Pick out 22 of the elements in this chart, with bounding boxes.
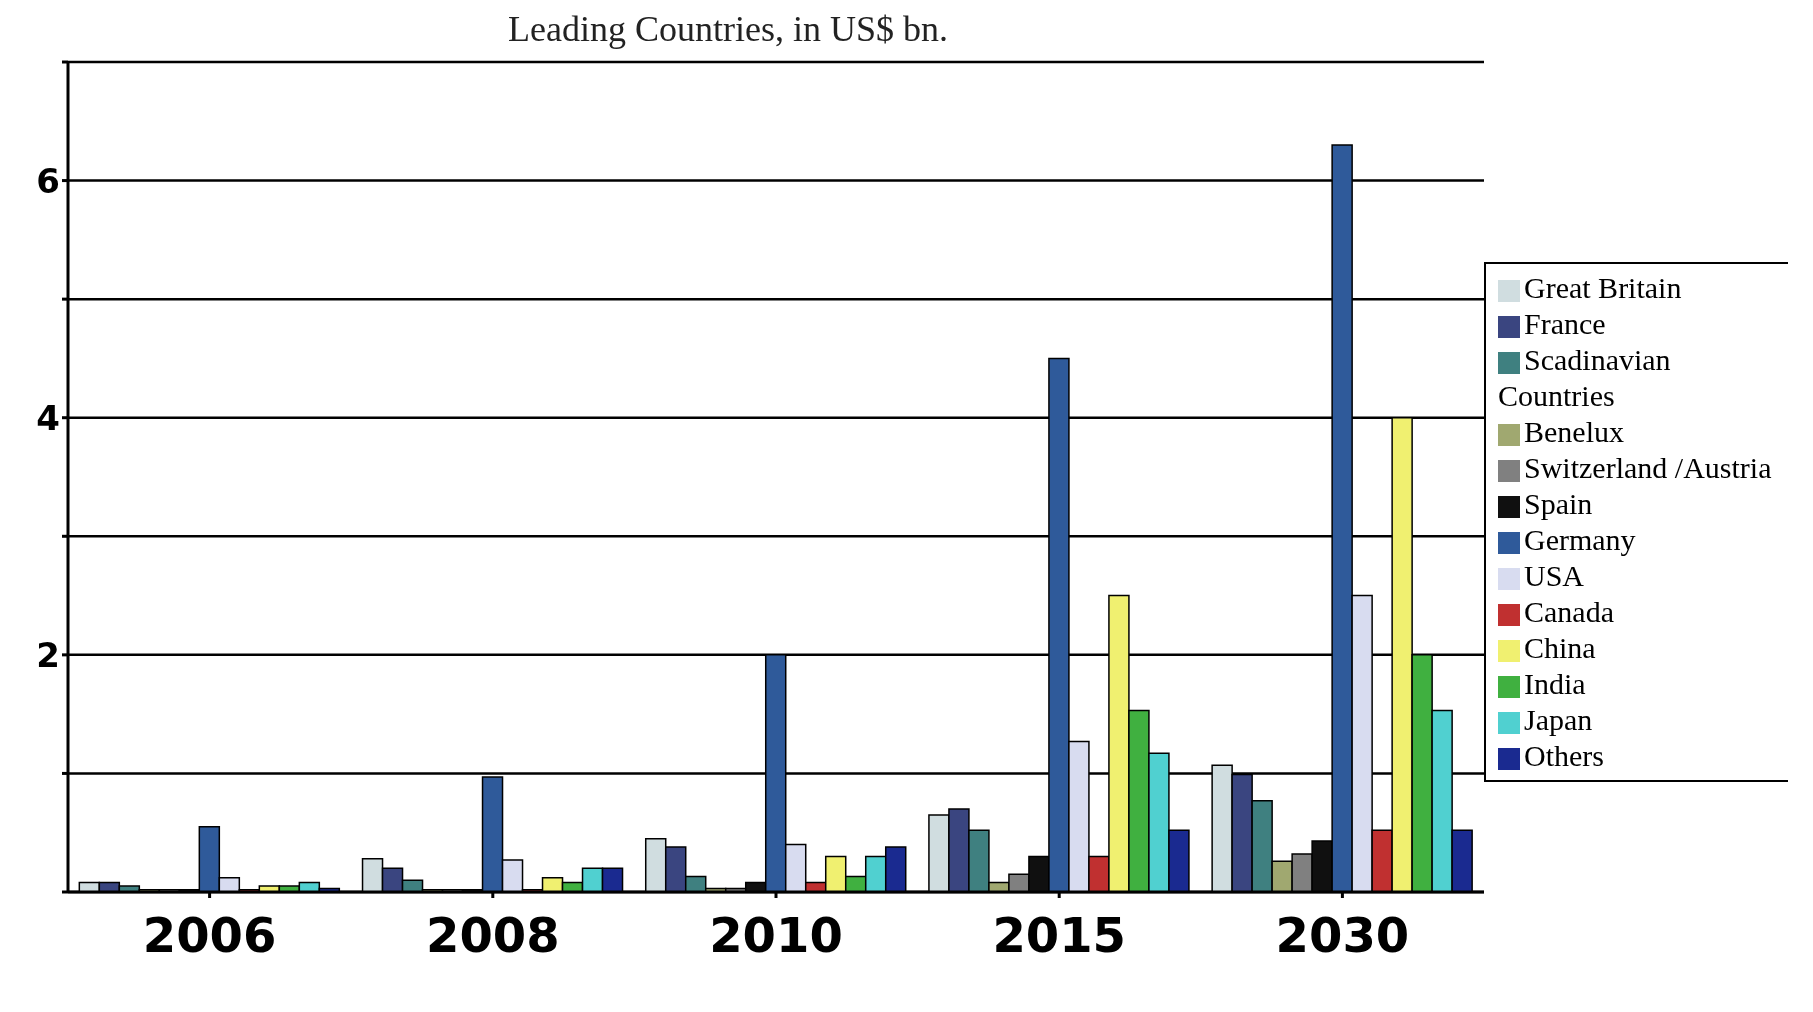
legend-label: Canada <box>1524 595 1614 628</box>
y-tick-label: 4 <box>36 397 60 438</box>
legend-label: Switzerland /Austria <box>1524 451 1772 484</box>
x-tick-label: 2030 <box>1275 907 1410 964</box>
legend-label: Benelux <box>1524 415 1624 448</box>
legend-label: France <box>1524 307 1606 340</box>
legend-label: Others <box>1524 739 1604 772</box>
x-tick-label: 2015 <box>992 907 1126 964</box>
legend-label: USA <box>1524 559 1585 592</box>
legend-label: Great Britain <box>1524 271 1682 304</box>
legend-label: Germany <box>1524 523 1636 556</box>
x-tick-label: 2010 <box>709 907 843 964</box>
legend-label: India <box>1524 667 1586 700</box>
y-tick-label: 2 <box>36 634 60 675</box>
legend-label: Spain <box>1524 487 1593 520</box>
chart-title: Leading Countries, in US$ bn. <box>507 8 949 51</box>
legend-label: Japan <box>1524 703 1593 736</box>
legend-label: Scadinavian Countries <box>1498 343 1671 412</box>
x-tick-label: 2008 <box>426 907 560 964</box>
x-tick-label: 2006 <box>142 907 277 964</box>
y-tick-label: 6 <box>36 160 60 201</box>
legend-label: China <box>1524 631 1596 664</box>
